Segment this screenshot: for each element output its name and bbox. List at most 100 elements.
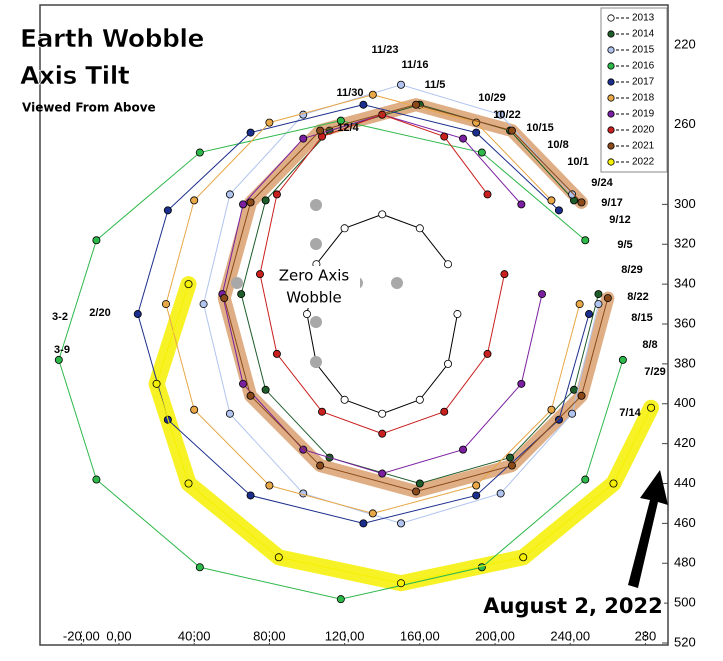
data-point [190, 405, 199, 414]
data-point [239, 200, 248, 209]
data-point [246, 198, 255, 207]
date-label: 11/23 [372, 44, 399, 56]
data-point [500, 270, 509, 279]
data-point [507, 126, 516, 135]
date-label: 7/29 [644, 366, 665, 378]
series-line [137, 104, 590, 524]
data-point [609, 479, 618, 488]
date-label: 3-2 [52, 311, 68, 323]
date-label: 9/24 [591, 177, 613, 189]
legend-label: 2017 [632, 77, 655, 88]
date-label: 10/15 [526, 122, 554, 134]
data-point [92, 236, 101, 245]
date-label: 10/29 [478, 92, 506, 104]
legend-marker [607, 46, 615, 54]
date-label: 12/4 [337, 122, 359, 134]
data-point [261, 196, 270, 205]
series-line [58, 120, 624, 600]
series-line [165, 94, 581, 514]
data-point [569, 385, 578, 394]
data-point [575, 300, 584, 309]
data-point [415, 395, 424, 404]
data-point [440, 132, 449, 141]
data-point [261, 385, 270, 394]
date-label: 9/12 [609, 214, 630, 226]
data-point [472, 481, 481, 490]
date-label: 8/29 [621, 264, 642, 276]
chart-title: Axis Tilt [20, 61, 130, 90]
data-point [316, 126, 325, 135]
data-point [190, 196, 199, 205]
y-tick-label: 220 [674, 36, 696, 51]
series-line [156, 283, 652, 584]
data-point [246, 391, 255, 400]
data-point [568, 190, 577, 199]
data-point [547, 405, 556, 414]
data-point [618, 355, 627, 364]
data-point [453, 310, 462, 319]
data-point [472, 491, 481, 500]
data-point [444, 359, 453, 368]
data-point [359, 100, 368, 109]
legend: 2013 2014 2015 2016 2017 2018 2019 2020 2021 2022 [600, 7, 668, 173]
date-label: 9/17 [601, 197, 622, 209]
data-point [184, 280, 193, 289]
y-tick-label: 340 [674, 276, 696, 291]
data-point [517, 379, 526, 388]
x-tick-label: 160,00 [400, 628, 440, 643]
x-tick-label: 240,00 [550, 628, 590, 643]
series-line [221, 114, 543, 475]
zero-dot [231, 277, 243, 289]
data-point [397, 579, 406, 588]
data-point [199, 300, 208, 309]
chart-title: Earth Wobble [20, 24, 204, 53]
data-point [412, 487, 421, 496]
x-tick-label: 0,00 [106, 628, 131, 643]
y-tick-label: 520 [674, 634, 696, 649]
zero-label: Zero Axis [279, 267, 350, 285]
data-point [581, 236, 590, 245]
legend-marker [607, 78, 615, 86]
y-tick-label: 360 [674, 315, 696, 330]
legend-marker [607, 94, 615, 102]
data-point [318, 407, 327, 416]
data-point [184, 479, 193, 488]
data-point [274, 553, 283, 562]
data-point [554, 206, 563, 215]
data-point [594, 300, 603, 309]
series-line [203, 84, 599, 524]
zero-dot [310, 238, 322, 250]
data-point [368, 509, 377, 518]
data-point [195, 563, 204, 572]
data-point [225, 190, 234, 199]
data-point [246, 128, 255, 137]
data-point [538, 290, 547, 299]
zero-dot [310, 356, 322, 368]
date-annotation: August 2, 2022 [483, 594, 662, 618]
data-point [299, 445, 308, 454]
zero-label-bg [268, 266, 360, 308]
x-tick-label: -20,00 [63, 628, 100, 643]
data-point [459, 445, 468, 454]
data-point [459, 134, 468, 143]
legend-label: 2021 [632, 141, 655, 152]
date-label: 11/5 [425, 79, 446, 91]
data-point [440, 407, 449, 416]
data-point [517, 200, 526, 209]
date-label: 9/5 [617, 239, 632, 251]
data-point [483, 349, 492, 358]
data-point [581, 475, 590, 484]
data-point [496, 110, 505, 119]
data-point [472, 128, 481, 137]
data-point [225, 409, 234, 418]
date-label: 8/22 [627, 291, 648, 303]
y-tick-label: 300 [674, 196, 696, 211]
data-point [378, 210, 387, 219]
data-point [547, 196, 556, 205]
data-point [220, 294, 229, 303]
data-point [554, 415, 563, 424]
data-point [299, 134, 308, 143]
data-point [152, 379, 161, 388]
data-point [496, 489, 505, 498]
